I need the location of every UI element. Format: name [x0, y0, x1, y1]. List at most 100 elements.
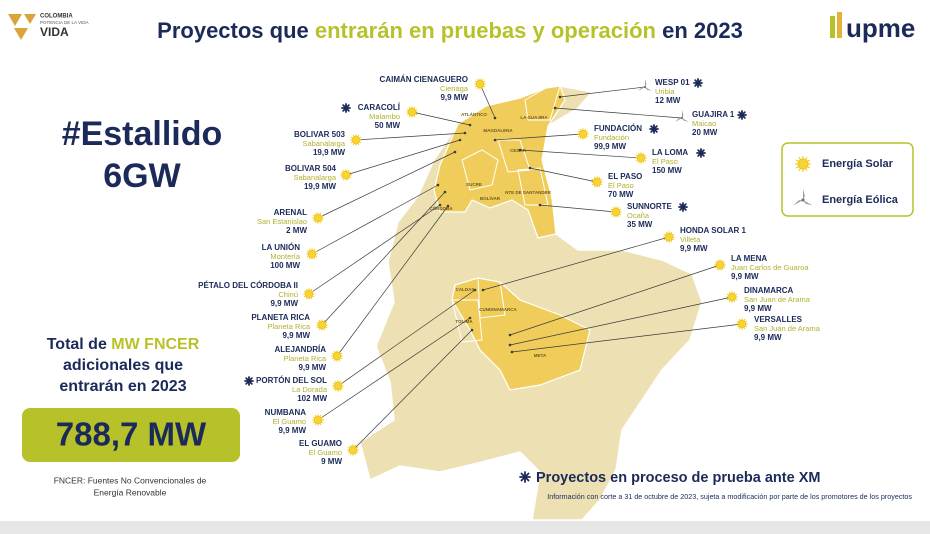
- site-dot: [508, 343, 512, 347]
- sun-core: [407, 107, 417, 117]
- leader-line: [308, 204, 441, 295]
- star-arm: [679, 203, 687, 211]
- sun-core: [348, 445, 358, 455]
- wind-icon: [675, 110, 689, 122]
- sun-core: [341, 170, 351, 180]
- wind-blade: [638, 87, 645, 91]
- site-dot: [458, 138, 462, 142]
- leader-line: [352, 329, 473, 451]
- leader-line: [509, 296, 733, 346]
- department-label: NTE DE SANTANDER: [505, 190, 551, 195]
- leader-line: [482, 236, 670, 291]
- sun-core: [715, 260, 725, 270]
- star-arm: [738, 111, 746, 119]
- project-name: SUNNORTE: [627, 202, 673, 211]
- total-segment: entrarán en 2023: [59, 378, 186, 395]
- wind-blade: [645, 79, 647, 87]
- test-star: [693, 78, 703, 88]
- project-place: Malambo: [369, 112, 400, 121]
- project-place: San Juan de Arama: [744, 295, 811, 304]
- star-arm: [694, 79, 702, 87]
- project-capacity: 9,9 MW: [731, 272, 759, 281]
- site-dot: [553, 106, 557, 110]
- site-dot: [508, 333, 512, 337]
- project-name: BOLIVAR 504: [285, 164, 337, 173]
- project-name: PORTÓN DEL SOL: [256, 376, 327, 385]
- sun-core: [333, 381, 343, 391]
- wind-icon: [638, 79, 652, 91]
- sun-core: [636, 153, 646, 163]
- project-capacity: 50 MW: [375, 121, 401, 130]
- project-place: Fundación: [594, 133, 629, 142]
- solar-icon: [635, 152, 647, 164]
- project-place: Chinú: [278, 290, 298, 299]
- project-capacity: 9,9 MW: [278, 426, 306, 435]
- site-dot: [558, 95, 562, 99]
- logo-tagline: POTENCIA DE LA VIDA: [40, 20, 89, 25]
- logo-country: COLOMBIA: [40, 14, 73, 20]
- project-place: El Guamo: [309, 448, 342, 457]
- total-block: Total de MW FNCER adicionales que entrarán…: [47, 336, 200, 395]
- department-label: CUNDINAMARCA: [479, 307, 517, 312]
- solar-icon: [610, 206, 622, 218]
- wind-hub: [801, 198, 805, 202]
- sun-core: [332, 351, 342, 361]
- project-place: La Dorada: [292, 385, 328, 394]
- leader-line: [355, 132, 466, 141]
- leader-line: [336, 205, 449, 357]
- solar-icon: [406, 106, 418, 118]
- project-name: ALEJANDRÍA: [274, 345, 326, 354]
- project-place: Juan Carlos de Guaroa: [731, 263, 809, 272]
- wind-blade: [803, 189, 805, 200]
- sun-core: [578, 129, 588, 139]
- leader-line: [411, 111, 471, 126]
- solar-icon: [340, 169, 352, 181]
- project-place: Maicao: [692, 119, 716, 128]
- sun-core: [351, 135, 361, 145]
- leader-line: [479, 83, 496, 119]
- wind-blade: [645, 87, 652, 91]
- project-name: DINAMARCA: [744, 286, 794, 295]
- site-dot: [443, 190, 447, 194]
- star-arm: [650, 125, 658, 133]
- solar-icon: [331, 350, 343, 362]
- leader-line: [539, 204, 617, 213]
- site-dot: [463, 131, 467, 135]
- leader-line: [554, 107, 683, 119]
- department-borders: [451, 277, 506, 343]
- sun-core: [592, 177, 602, 187]
- solar-icon: [663, 231, 675, 243]
- project-capacity: 19,9 MW: [304, 182, 336, 191]
- project-name: BOLIVAR 503: [294, 130, 346, 139]
- solar-icon: [795, 156, 811, 172]
- solar-icon: [474, 78, 486, 90]
- site-dot: [538, 203, 542, 207]
- solar-icon: [316, 319, 328, 331]
- project-capacity: 2 MW: [286, 226, 307, 235]
- total-line: Total de MW FNCER: [47, 336, 200, 353]
- project-capacity: 9 MW: [321, 457, 342, 466]
- sun-core: [317, 320, 327, 330]
- project-capacity: 99,9 MW: [594, 142, 626, 151]
- logo-left: COLOMBIA POTENCIA DE LA VIDA VIDA: [8, 14, 89, 40]
- leader-line: [317, 151, 456, 219]
- sun-core: [313, 213, 323, 223]
- site-dot: [436, 183, 440, 187]
- leader-line: [511, 323, 743, 353]
- project-name: VERSALLES: [754, 315, 803, 324]
- solar-icon: [347, 444, 359, 456]
- title-segment: Proyectos que: [157, 18, 315, 43]
- total-segment: Total de: [47, 336, 112, 353]
- department-label: CESAR: [510, 148, 527, 153]
- project-place: Villeta: [680, 235, 701, 244]
